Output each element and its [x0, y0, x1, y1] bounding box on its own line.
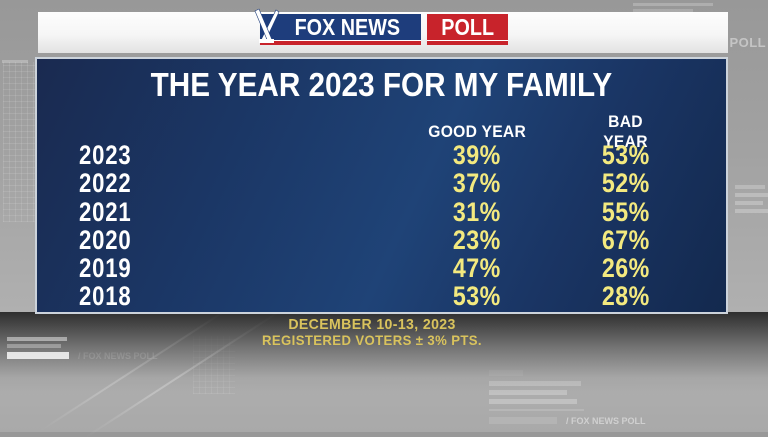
year-label: 2021 [79, 196, 132, 227]
poll-card: THE YEAR 2023 FOR MY FAMILY GOOD YEAR BA… [35, 57, 728, 314]
background-readout-line [489, 409, 584, 411]
searchlight-icon [254, 8, 280, 43]
background-readout-line [735, 201, 763, 205]
fox-news-wordmark: FOX NEWS [294, 14, 401, 40]
background-ticker-bar [633, 9, 693, 12]
bad-year-value: 55% [601, 196, 650, 227]
background-readout-line [735, 185, 765, 189]
background-ticker-bar [633, 3, 713, 6]
poll-table-body: 2023 39% 53% 2022 37% 52% 2021 31% 55% 2… [37, 141, 726, 312]
good-year-value: 31% [453, 196, 501, 227]
bad-year-value: 53% [601, 140, 650, 170]
good-year-column-header: GOOD YEAR [428, 122, 526, 141]
poll-date: DECEMBER 10-13, 2023 [288, 316, 456, 333]
good-year-value: 39% [453, 140, 501, 170]
background-grid-texture [3, 62, 36, 222]
background-ticker-bar [7, 352, 69, 359]
year-label: 2018 [79, 281, 132, 312]
good-year-value: 53% [453, 281, 501, 312]
good-year-value: 47% [453, 253, 501, 284]
bad-year-value: 28% [601, 281, 650, 312]
footer-gradient-band [0, 312, 768, 394]
year-label: 2023 [79, 140, 132, 170]
poll-title: THE YEAR 2023 FOR MY FAMILY [150, 66, 613, 103]
background-readout-line [489, 417, 557, 424]
good-year-value: 23% [453, 224, 501, 255]
table-row: 2021 31% 55% [37, 196, 726, 227]
table-row: 2019 47% 26% [37, 253, 726, 284]
fox-news-poll-logo: FOX NEWS POLL [254, 8, 509, 45]
background-ticker-bar [2, 60, 28, 63]
table-row: 2018 53% 28% [37, 281, 726, 312]
table-header-row: GOOD YEAR BAD YEAR [37, 112, 726, 151]
year-label: 2020 [79, 224, 132, 255]
year-label: 2019 [79, 253, 132, 284]
bad-year-value: 52% [601, 168, 650, 199]
year-label: 2022 [79, 168, 132, 199]
table-row: 2020 23% 67% [37, 224, 726, 255]
bad-year-column-header: BAD YEAR [603, 112, 648, 151]
background-ticker-bar [7, 337, 67, 341]
good-year-value: 37% [453, 168, 501, 199]
table-row: 2023 39% 53% [37, 140, 726, 170]
background-ticker-bar [7, 344, 61, 348]
background-readout-line [489, 399, 577, 404]
bad-year-value: 26% [601, 253, 650, 284]
poll-badge: POLL [426, 14, 509, 45]
bad-year-value: 67% [601, 224, 650, 255]
background-readout-line [735, 209, 768, 213]
fox-news-logo-box: FOX NEWS [254, 8, 421, 45]
poll-methodology: DECEMBER 10-13, 2023 REGISTERED VOTERS ±… [0, 317, 744, 348]
poll-sample-note: REGISTERED VOTERS ± 3% PTS. [262, 332, 482, 348]
background-watermark: / FOX NEWS POLL [566, 416, 646, 426]
table-row: 2022 37% 52% [37, 168, 726, 199]
background-readout-line [735, 193, 768, 197]
